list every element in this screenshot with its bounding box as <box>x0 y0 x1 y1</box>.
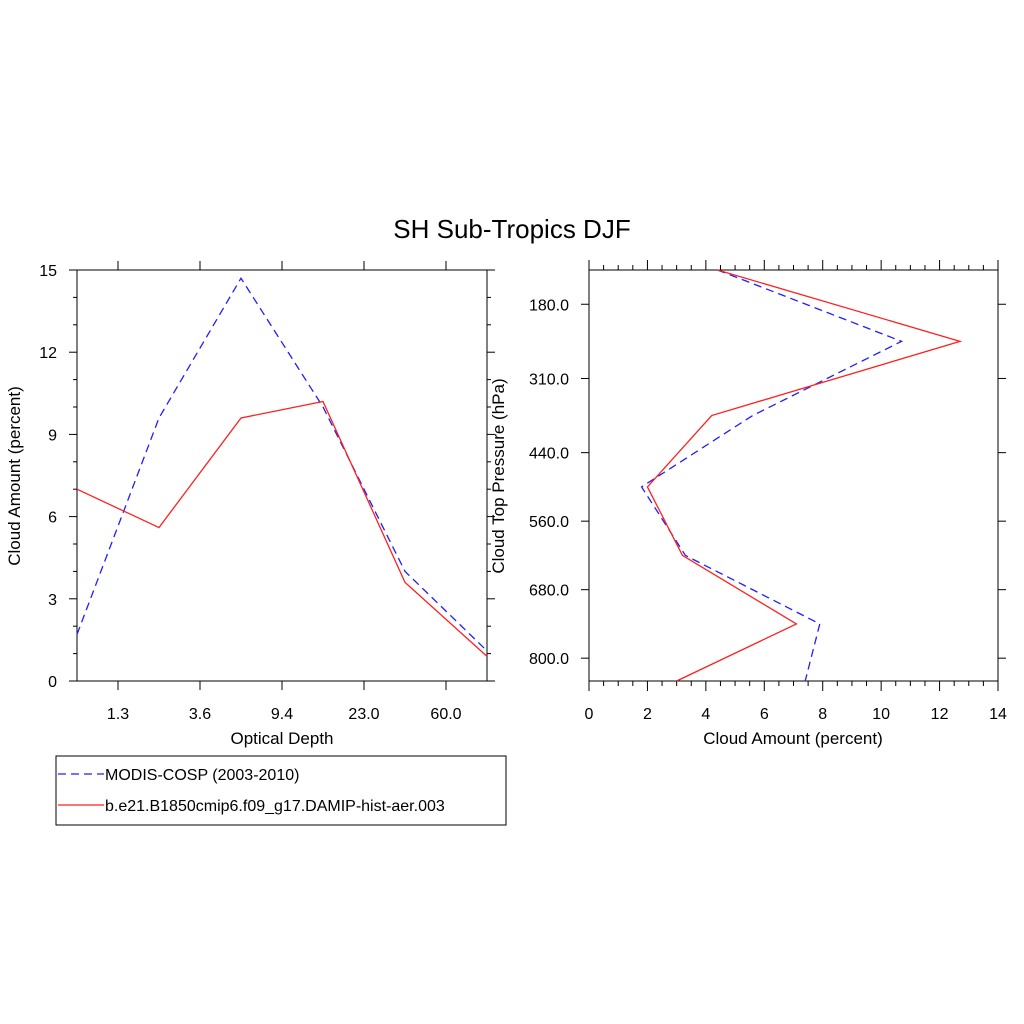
left-y-tick-label: 3 <box>48 592 57 609</box>
left-series-line-modis <box>76 276 488 652</box>
right-y-tick-label: 680.0 <box>529 583 569 600</box>
right-x-tick-label: 8 <box>818 706 827 723</box>
left-y-tick-label: 6 <box>48 510 57 527</box>
left-x-tick-label: 3.6 <box>189 706 211 723</box>
left-x-tick-label: 60.0 <box>430 706 461 723</box>
legend: MODIS-COSP (2003-2010) b.e21.B1850cmip6.… <box>55 755 507 826</box>
right-x-tick-label: 0 <box>585 706 594 723</box>
right-y-tick-label: 310.0 <box>529 371 569 388</box>
right-y-tick-label: 800.0 <box>529 651 569 668</box>
left-x-axis-label: Optical Depth <box>231 729 334 748</box>
right-y-tick-label: 440.0 <box>529 446 569 463</box>
right-x-tick-label: 14 <box>989 706 1007 723</box>
right-plot-frame <box>588 269 999 682</box>
left-ticks: 0 3 6 9 12 15 1.3 3.6 9.4 23.0 60.0 <box>39 261 495 723</box>
left-y-tick-label: 12 <box>39 345 57 362</box>
right-y-axis-label: Cloud Top Pressure (hPa) <box>489 378 508 573</box>
left-y-tick-label: 0 <box>48 674 57 691</box>
right-ticks: 0 2 4 6 8 10 12 14 180.0 310.0 440.0 560.0 680.0 800.… <box>529 260 1007 723</box>
right-x-tick-label: 10 <box>872 706 890 723</box>
right-x-tick-label: 2 <box>643 706 652 723</box>
left-series-line-model <box>76 400 488 657</box>
left-y-axis-label: Cloud Amount (percent) <box>5 386 24 566</box>
left-x-tick-label: 9.4 <box>271 706 293 723</box>
right-x-tick-label: 4 <box>701 706 710 723</box>
left-x-tick-label: 23.0 <box>348 706 379 723</box>
left-plot-frame <box>76 269 488 682</box>
legend-label-modis: MODIS-COSP (2003-2010) <box>105 767 299 784</box>
left-y-tick-label: 9 <box>48 427 57 444</box>
right-y-tick-label: 180.0 <box>529 297 569 314</box>
right-y-tick-label: 560.0 <box>529 514 569 531</box>
right-series-line-model <box>646 269 963 682</box>
right-series-line-modis <box>640 269 904 682</box>
right-panel: 0 2 4 6 8 10 12 14 180.0 310.0 440.0 560.0 680.0 800.… <box>489 260 1007 748</box>
right-series <box>640 269 963 682</box>
left-x-tick-label: 1.3 <box>107 706 129 723</box>
right-x-tick-label: 12 <box>931 706 949 723</box>
left-y-tick-label: 15 <box>39 263 57 280</box>
chart-title: SH Sub-Tropics DJF <box>393 214 630 244</box>
legend-label-model: b.e21.B1850cmip6.f09_g17.DAMIP-hist-aer.… <box>105 798 445 815</box>
left-series <box>76 276 488 657</box>
right-x-tick-label: 6 <box>760 706 769 723</box>
right-x-axis-label: Cloud Amount (percent) <box>703 729 883 748</box>
legend-box <box>55 755 507 826</box>
